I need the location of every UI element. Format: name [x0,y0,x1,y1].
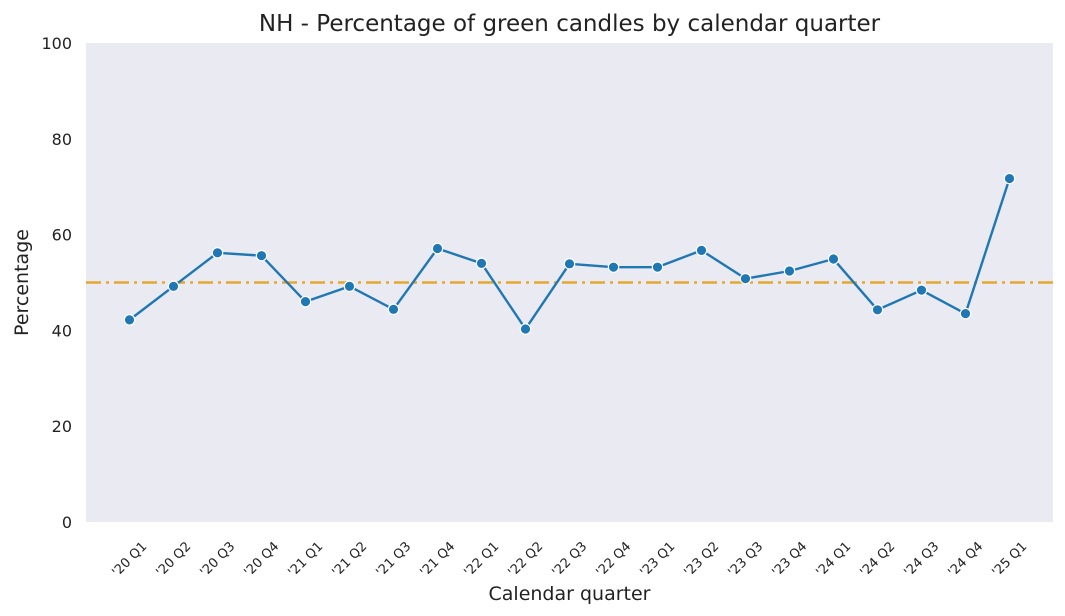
y-tick-label: 20 [52,417,72,436]
data-point [387,303,400,316]
data-point [739,272,752,285]
x-tick-label: '22 Q1 [461,539,502,580]
data-point [827,253,840,265]
x-tick-label: '20 Q4 [241,539,282,580]
x-tick-label: '25 Q1 [989,539,1030,580]
data-point [211,247,224,259]
x-tick-label: '23 Q1 [637,539,678,580]
x-tick-labels: '20 Q1'20 Q2'20 Q3'20 Q4'21 Q1'21 Q2'21 … [109,539,1030,580]
x-tick-label: '22 Q3 [549,539,590,580]
data-point [607,261,620,273]
data-point [1003,172,1016,185]
y-tick-label: 0 [62,513,72,532]
data-point [167,280,180,293]
data-point [959,307,972,320]
data-point [255,249,268,262]
data-point [431,242,444,255]
y-tick-label: 40 [52,321,72,340]
x-tick-label: '21 Q3 [373,539,414,580]
y-tick-label: 80 [52,130,72,149]
x-tick-label: '21 Q2 [329,539,370,580]
data-point [871,304,884,316]
data-point [475,257,488,270]
data-point [563,258,576,270]
x-tick-label: '23 Q4 [769,539,810,580]
x-tick-label: '24 Q1 [813,539,854,580]
data-point [651,261,664,273]
x-tick-label: '21 Q4 [417,539,458,580]
data-point [343,280,356,293]
data-points [123,172,1016,335]
x-tick-label: '22 Q4 [593,539,634,580]
x-tick-label: '20 Q1 [109,539,150,580]
y-tick-label: 100 [41,34,72,53]
y-tick-labels: 0 20 40 60 80 100 [41,34,72,532]
x-tick-label: '24 Q4 [945,539,986,580]
data-point [695,244,708,257]
data-point [299,295,312,308]
y-axis-label: Percentage [11,229,33,336]
x-tick-label: '24 Q2 [857,539,898,580]
data-point [915,284,928,296]
x-tick-label: '21 Q1 [285,539,326,580]
y-tick-label: 60 [52,226,72,245]
data-point [123,314,136,326]
x-axis-label: Calendar quarter [489,583,651,605]
x-tick-label: '20 Q2 [153,539,194,580]
chart-title: NH - Percentage of green candles by cale… [259,11,881,37]
x-tick-label: '22 Q2 [505,539,546,580]
x-tick-label: '23 Q2 [681,539,722,580]
x-tick-label: '20 Q3 [197,539,238,580]
data-point [519,323,532,335]
x-tick-label: '24 Q3 [901,539,942,580]
x-tick-label: '23 Q3 [725,539,766,580]
data-point [783,265,796,277]
